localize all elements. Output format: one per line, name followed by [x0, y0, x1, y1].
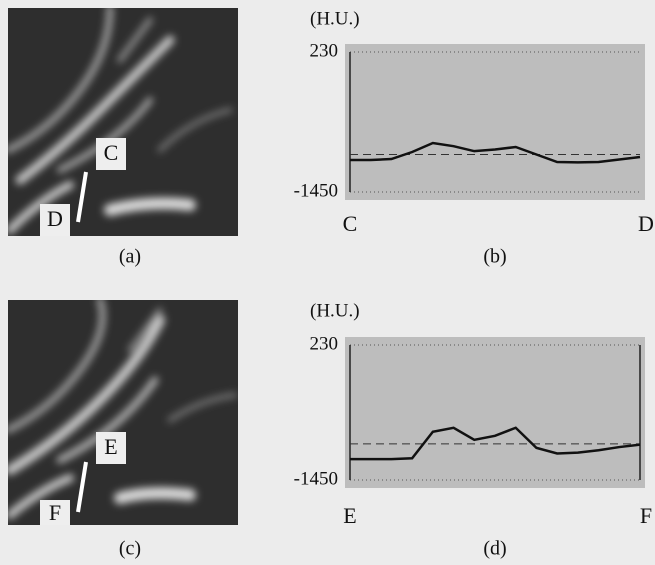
- image-c: E F: [8, 300, 238, 525]
- image-label: C: [104, 140, 119, 165]
- image-label: D: [47, 206, 63, 231]
- image-label: F: [49, 500, 61, 525]
- y-tick-label: -1450: [294, 468, 338, 489]
- x-start-label: C: [343, 211, 358, 236]
- y-tick-label: -1450: [294, 180, 338, 201]
- caption: (a): [119, 246, 141, 268]
- y-axis-label: (H.U.): [310, 8, 360, 29]
- y-tick-label: 230: [310, 40, 339, 61]
- x-start-label: E: [343, 503, 356, 528]
- caption: (d): [483, 538, 506, 560]
- x-end-label: D: [638, 211, 654, 236]
- caption: (b): [483, 246, 506, 268]
- caption: (c): [119, 538, 141, 560]
- plot-background: [345, 44, 645, 200]
- image-a: C D: [8, 8, 238, 236]
- y-axis-label: (H.U.): [310, 300, 360, 321]
- plot-background: [345, 337, 645, 488]
- y-tick-label: 230: [310, 333, 339, 354]
- x-end-label: F: [640, 503, 652, 528]
- figure: C D (a) E F (c) 230 -1450 (H.U.) C D (b) 230 -1…: [0, 0, 655, 565]
- image-label: E: [104, 434, 117, 459]
